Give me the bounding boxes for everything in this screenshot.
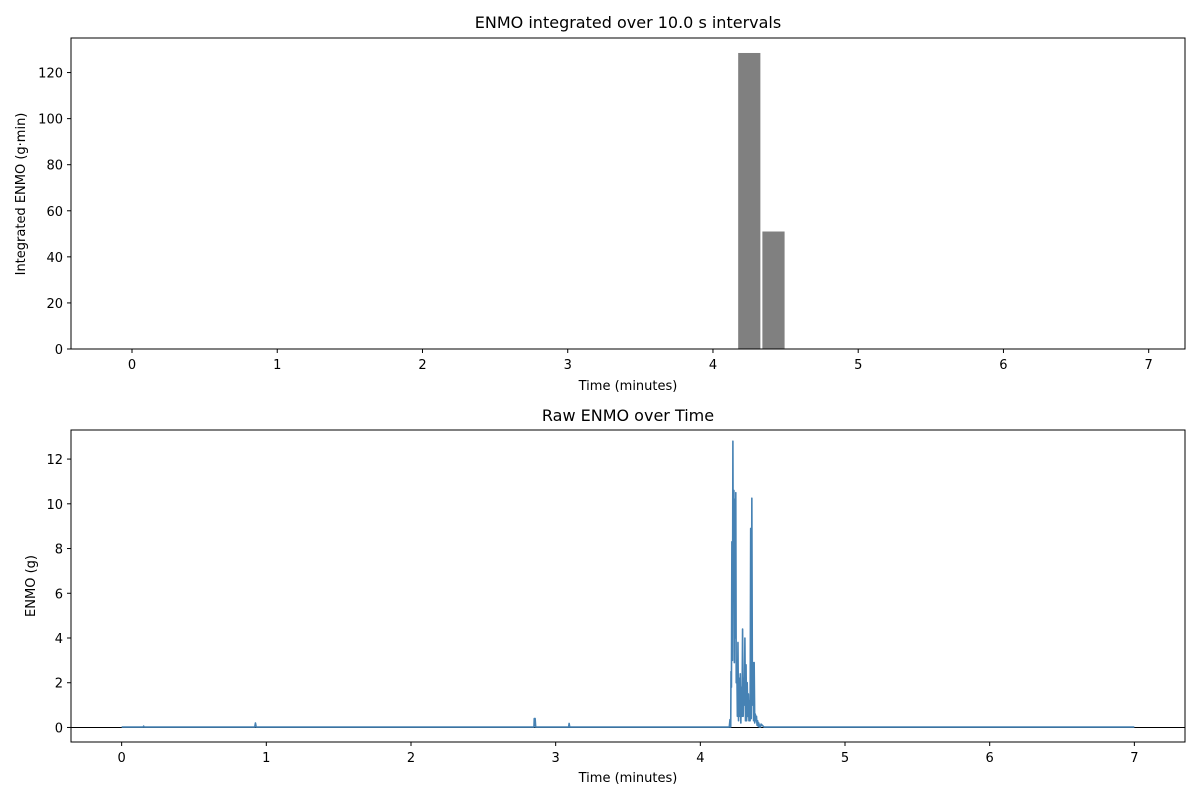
bottom-xtick-label-6: 6 [986,751,994,766]
top-ytick-label-4: 80 [46,159,63,174]
bottom-xtick-label-1: 1 [262,751,270,766]
bottom-chart-series-line [121,440,1135,728]
bottom-ytick-label-4: 8 [55,543,63,558]
top-chart-xlabel: Time (minutes) [578,379,678,394]
bottom-xtick-label-0: 0 [117,751,125,766]
bottom-xtick-label-5: 5 [841,751,849,766]
top-chart-panel: ENMO integrated over 10.0 s intervals 0 1… [14,13,1186,394]
top-chart-ylabel: Integrated ENMO (g·min) [14,113,29,276]
bottom-xtick-label-3: 3 [552,751,560,766]
top-xtick-label-5: 5 [854,358,862,373]
top-xtick-label-1: 1 [273,358,281,373]
top-ytick-label-3: 60 [46,205,63,220]
bottom-xtick-label-7: 7 [1130,751,1138,766]
bottom-chart-title: Raw ENMO over Time [542,406,714,425]
top-xtick-label-2: 2 [418,358,426,373]
bar-2 [762,231,785,349]
top-ytick-label-6: 120 [38,67,63,82]
top-ytick-label-2: 40 [46,251,63,266]
bottom-chart-frame [70,429,1186,743]
top-xtick-label-0: 0 [128,358,136,373]
bottom-ytick-label-2: 4 [55,632,63,647]
bottom-ytick-label-5: 10 [46,498,63,513]
bottom-chart-xlabel: Time (minutes) [578,771,678,786]
bottom-ytick-label-1: 2 [55,677,63,692]
top-xtick-label-4: 4 [709,358,717,373]
bottom-ytick-label-3: 6 [55,587,63,602]
top-ytick-label-1: 20 [46,297,63,312]
bar-1 [738,52,761,350]
top-ytick-label-0: 0 [55,343,63,358]
top-xtick-label-7: 7 [1145,358,1153,373]
top-chart-ticks: 0 1 2 3 4 5 6 7 0 20 40 60 80 100 120 [38,67,1153,373]
bottom-ytick-label-6: 12 [46,453,63,468]
bottom-xtick-label-2: 2 [407,751,415,766]
bottom-xtick-label-4: 4 [696,751,704,766]
bottom-ytick-label-0: 0 [55,721,63,736]
top-ytick-label-5: 100 [38,113,63,128]
bottom-chart-ylabel: ENMO (g) [24,555,39,617]
top-xtick-label-6: 6 [999,358,1007,373]
top-chart-title: ENMO integrated over 10.0 s intervals [475,13,781,32]
top-chart-frame [70,37,1186,350]
top-xtick-label-3: 3 [564,358,572,373]
top-chart-bars [713,52,809,350]
